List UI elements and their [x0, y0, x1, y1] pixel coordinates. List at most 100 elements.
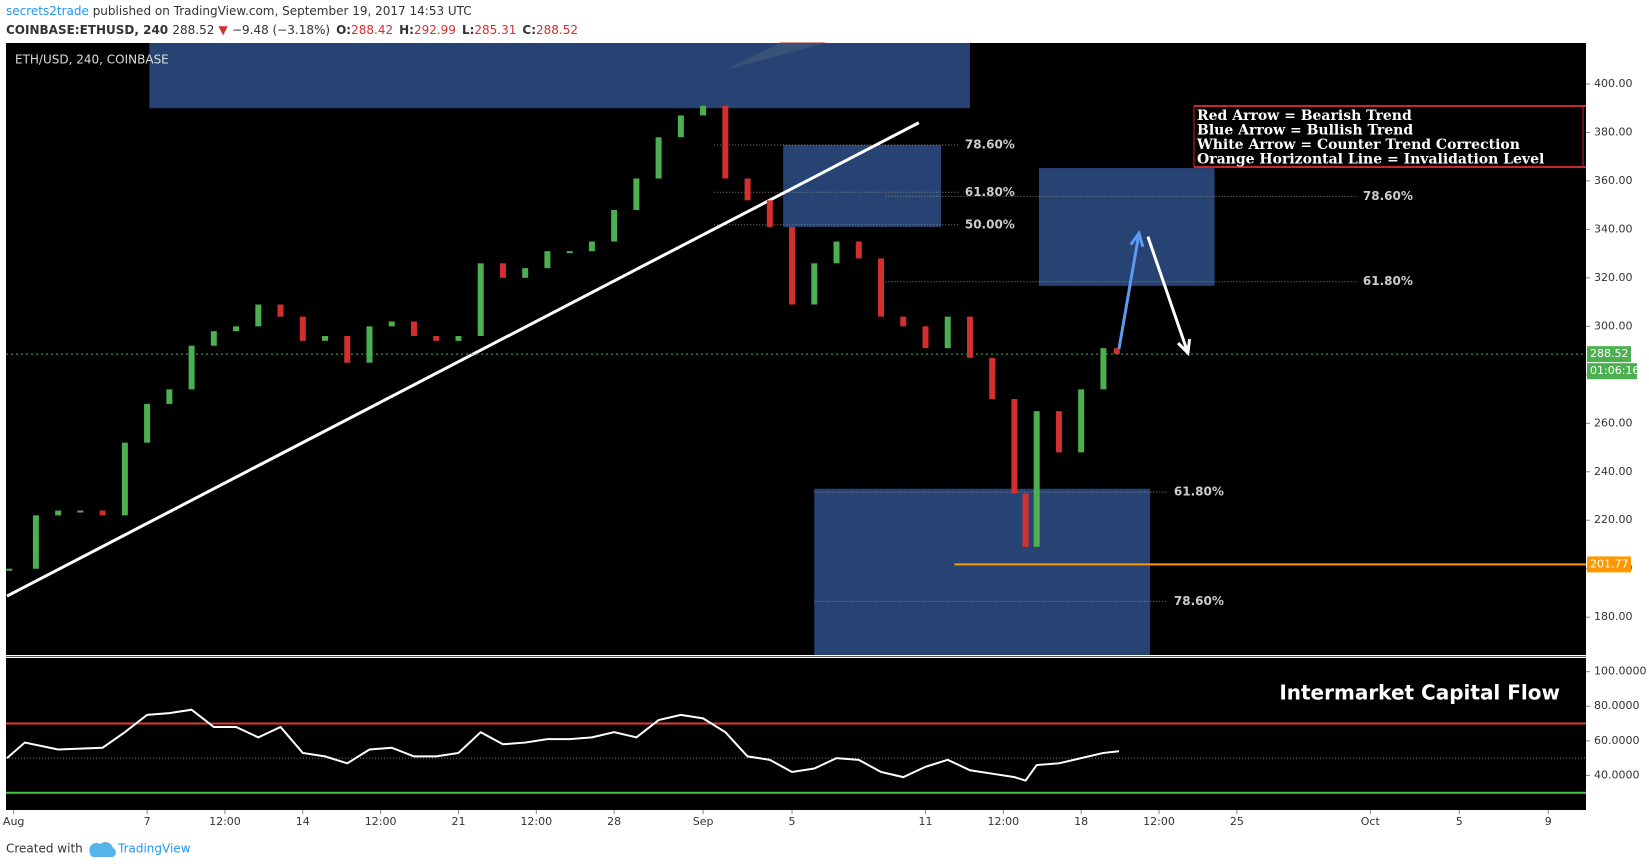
y-tick-label: 380.00	[1594, 125, 1633, 138]
brand-logo	[89, 842, 116, 857]
ohlc-key: H:	[399, 23, 414, 37]
legend-box	[1193, 105, 1584, 168]
candle	[1011, 399, 1018, 494]
candle	[944, 316, 951, 349]
candle	[566, 251, 573, 254]
ohlc-value: 288.42	[351, 23, 393, 37]
ohlc-value: 288.52	[536, 23, 578, 37]
invalidation-label: 201.77	[1590, 557, 1629, 570]
indicator-title: Intermarket Capital Flow	[1279, 681, 1560, 705]
candle	[611, 209, 618, 242]
y-tick-label: 400.00	[1594, 77, 1633, 90]
candle	[544, 251, 551, 269]
candle	[922, 326, 929, 349]
indicator-pane	[6, 658, 1586, 810]
candle	[344, 336, 351, 363]
candle	[522, 268, 529, 278]
candle	[388, 321, 395, 327]
change: −9.48 (−3.18%)	[232, 23, 330, 37]
ohlc-key: O:	[336, 23, 351, 37]
footer-brand[interactable]: TradingView	[117, 842, 191, 856]
candle	[677, 115, 684, 138]
fib-label: 50.00%	[965, 217, 1015, 231]
candle	[499, 263, 506, 278]
candle	[1078, 389, 1085, 453]
fib-label: 78.60%	[965, 138, 1015, 152]
zone	[783, 145, 942, 227]
candle	[32, 515, 39, 569]
candle	[989, 357, 996, 400]
candle	[722, 105, 729, 179]
countdown: 01:06:16	[1590, 364, 1639, 377]
author[interactable]: secrets2trade	[6, 4, 89, 18]
candle	[166, 389, 173, 404]
legend-entry: White Arrow = Counter Trend Correction	[1196, 137, 1520, 153]
x-tick-label: 5	[789, 815, 796, 828]
candle	[700, 105, 707, 116]
candle	[1022, 493, 1029, 547]
candle	[744, 178, 751, 201]
x-tick-label: 12:00	[209, 815, 241, 828]
x-tick-label: 14	[296, 815, 310, 828]
candle	[811, 263, 818, 305]
legend-entry: Red Arrow = Bearish Trend	[1197, 108, 1412, 124]
x-tick-label: 5	[1456, 815, 1463, 828]
published: published on TradingView.com, September …	[89, 4, 472, 18]
fib-label: 78.60%	[1363, 189, 1413, 203]
y-tick-label: 180.00	[1594, 610, 1633, 623]
candle	[121, 442, 128, 516]
candle	[55, 510, 62, 516]
y-tick-label: 360.00	[1594, 174, 1633, 187]
fib-label: 78.60%	[1174, 594, 1224, 608]
candle	[1100, 348, 1107, 390]
candle	[655, 137, 662, 179]
zone	[149, 43, 970, 109]
legend-entry: Blue Arrow = Bullish Trend	[1197, 123, 1413, 139]
candle	[833, 241, 840, 264]
ohlc-value: 285.31	[474, 23, 516, 37]
last: 288.52	[172, 23, 214, 37]
zone	[814, 488, 1151, 655]
last-price-label: 288.52	[1590, 347, 1629, 360]
candle	[6, 568, 13, 571]
candle	[1033, 411, 1040, 547]
arrow	[1117, 229, 1145, 350]
chart-label: ETH/USD, 240, COINBASE	[15, 53, 169, 67]
candle	[210, 331, 217, 346]
candle	[1113, 348, 1120, 355]
y-tick-label: 60.0000	[1594, 734, 1640, 747]
x-tick-label: Sep	[693, 815, 714, 828]
x-tick-label: 25	[1230, 815, 1244, 828]
candle	[477, 263, 484, 337]
candle	[144, 403, 151, 443]
fib-label: 61.80%	[965, 185, 1015, 199]
symbol: COINBASE:ETHUSD, 240	[6, 23, 168, 37]
ohlc-key: L:	[462, 23, 474, 37]
x-tick-label: 12:00	[365, 815, 397, 828]
candle	[410, 321, 417, 337]
y-tick-label: 260.00	[1594, 416, 1633, 429]
candle	[299, 316, 306, 341]
zone	[1038, 168, 1215, 286]
last-price-badge	[1587, 346, 1631, 363]
x-tick-label: 9	[1545, 815, 1552, 828]
footer-created: Created with	[6, 842, 83, 856]
fib-label: 61.80%	[1174, 485, 1224, 499]
header-line: secrets2trade published on TradingView.c…	[6, 4, 472, 18]
y-tick-label: 340.00	[1594, 222, 1633, 235]
x-tick-label: Oct	[1361, 815, 1381, 828]
x-tick-label: Aug	[3, 815, 24, 828]
candle	[633, 178, 640, 210]
x-tick-label: 21	[451, 815, 465, 828]
candle	[900, 316, 907, 327]
x-tick-label: 12:00	[987, 815, 1019, 828]
candle	[588, 241, 595, 252]
x-tick-label: 12:00	[1143, 815, 1175, 828]
y-tick-label: 320.00	[1594, 271, 1633, 284]
candle	[255, 304, 262, 327]
x-tick-label: 12:00	[520, 815, 552, 828]
change-arrow: ▼	[219, 23, 229, 37]
y-tick-label: 80.0000	[1594, 699, 1640, 712]
candle	[99, 510, 106, 516]
